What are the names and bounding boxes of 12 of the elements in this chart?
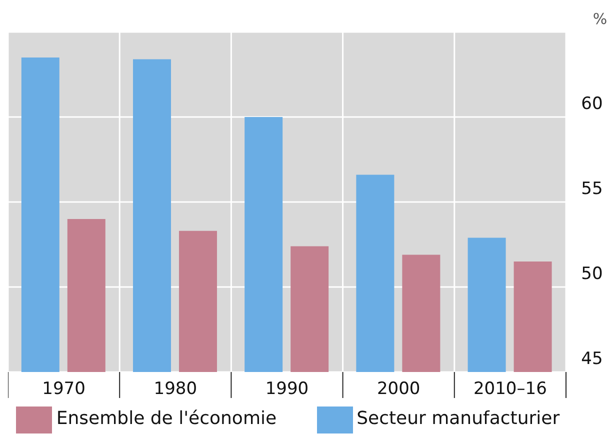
- x-tick-label: 1980: [154, 379, 198, 399]
- x-tick-label: 1970: [42, 379, 86, 399]
- y-tick-label: 60: [581, 94, 603, 114]
- x-tick-label: 2010–16: [473, 379, 547, 399]
- y-tick-label: 50: [581, 264, 603, 284]
- y-axis-title: %: [592, 10, 608, 28]
- x-tick-label: 1990: [265, 379, 309, 399]
- x-tick-label: 2000: [376, 379, 420, 399]
- legend-label: Secteur manufacturier: [356, 408, 560, 430]
- y-tick-label: 45: [581, 349, 603, 369]
- legend-label: Ensemble de l'économie: [56, 408, 277, 430]
- y-tick-label: 55: [581, 179, 603, 199]
